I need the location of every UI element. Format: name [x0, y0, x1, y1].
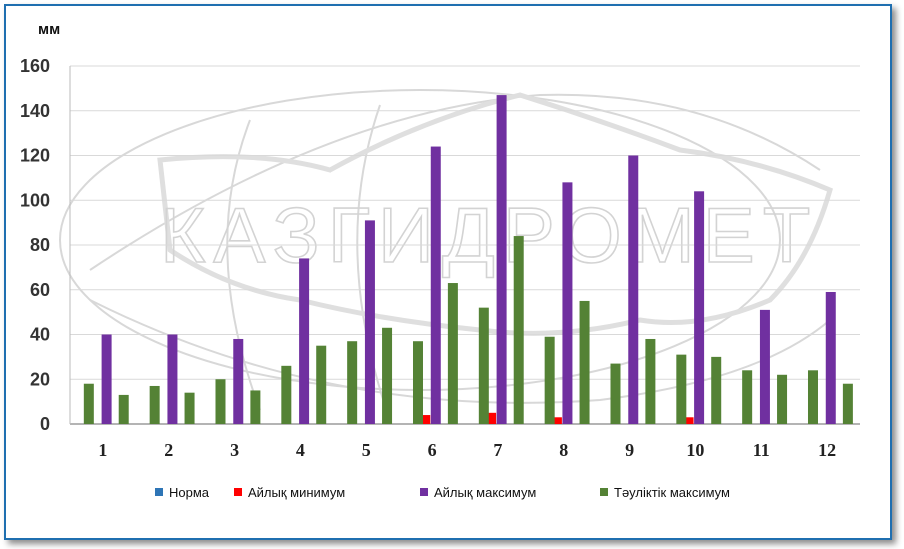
x-tick-label: 9	[625, 440, 634, 460]
x-tick-label: 4	[296, 440, 305, 460]
bar-Тәуліктік максимум-3	[215, 379, 225, 424]
bar-Айлық максимум-2	[167, 335, 177, 425]
bar-series-4-8	[580, 301, 590, 424]
bar-series-4-4	[316, 346, 326, 424]
grid-lines	[70, 66, 860, 424]
x-tick-label: 10	[686, 440, 704, 460]
bar-Тәуліктік максимум-12	[808, 370, 818, 424]
bar-series-4-3	[250, 390, 260, 424]
bar-Тәуліктік максимум-7	[479, 308, 489, 424]
bar-series-4-2	[185, 393, 195, 424]
bar-Тәуліктік максимум-11	[742, 370, 752, 424]
x-tick-label: 11	[753, 440, 770, 460]
bar-series-4-9	[645, 339, 655, 424]
bar-Тәуліктік максимум-9	[610, 364, 620, 424]
y-tick-label: 160	[20, 56, 50, 76]
bar-Тәуліктік максимум-1	[84, 384, 94, 424]
y-tick-label: 100	[20, 190, 50, 210]
bar-Тәуліктік максимум-8	[545, 337, 555, 424]
bar-series-4-10	[711, 357, 721, 424]
x-tick-label: 12	[818, 440, 836, 460]
legend-swatch	[600, 488, 608, 496]
legend-label: Норма	[169, 485, 210, 500]
x-tick-label: 3	[230, 440, 239, 460]
bar-Тәуліктік максимум-10	[676, 355, 686, 424]
x-axis-ticks: 1 2 3 4 5 6 7 8 9 10 11 12	[98, 440, 836, 460]
bar-Айлық максимум-9	[628, 156, 638, 425]
bar-Айлық максимум-8	[562, 182, 572, 424]
x-tick-label: 6	[428, 440, 437, 460]
bar-Айлық максимум-12	[826, 292, 836, 424]
watermark-text: КАЗГИДРОМЕТ	[160, 191, 818, 279]
bar-series-4-7	[514, 236, 524, 424]
x-tick-label: 1	[98, 440, 107, 460]
bar-Айлық максимум-4	[299, 258, 309, 424]
bar-series-4-5	[382, 328, 392, 424]
bar-Айлық максимум-1	[102, 335, 112, 425]
x-tick-label: 5	[362, 440, 371, 460]
y-tick-label: 80	[30, 235, 50, 255]
legend-label: Тәуліктік максимум	[614, 485, 730, 500]
bar-series-4-6	[448, 283, 458, 424]
bar-Айлық максимум-3	[233, 339, 243, 424]
x-tick-label: 7	[493, 440, 502, 460]
y-tick-label: 140	[20, 101, 50, 121]
legend: Норма Айлық минимум Айлық максимум Тәулікті…	[155, 485, 730, 500]
bar-Тәуліктік максимум-2	[150, 386, 160, 424]
bar-Айлық максимум-6	[431, 147, 441, 424]
y-tick-label: 20	[30, 369, 50, 389]
bar-Тәуліктік максимум-6	[413, 341, 423, 424]
bar-Айлық максимум-7	[497, 95, 507, 424]
y-tick-label: 40	[30, 325, 50, 345]
bar-series-4-12	[843, 384, 853, 424]
legend-swatch	[155, 488, 163, 496]
y-tick-label: 0	[40, 414, 50, 434]
bar-series-4-11	[777, 375, 787, 424]
legend-swatch	[420, 488, 428, 496]
unit-label: мм	[38, 21, 60, 38]
legend-swatch	[234, 488, 242, 496]
legend-label: Айлық минимум	[248, 485, 345, 500]
bar-series-4-1	[119, 395, 129, 424]
bar-Айлық максимум-11	[760, 310, 770, 424]
bar-Айлық максимум-5	[365, 220, 375, 424]
y-axis-ticks: 0 20 40 60 80 100 120 140 160	[20, 56, 50, 434]
bar-Тәуліктік максимум-5	[347, 341, 357, 424]
legend-label: Айлық максимум	[434, 485, 536, 500]
bar-Тәуліктік максимум-4	[281, 366, 291, 424]
y-tick-label: 120	[20, 146, 50, 166]
bar-Айлық максимум-10	[694, 191, 704, 424]
x-tick-label: 8	[559, 440, 568, 460]
y-tick-label: 60	[30, 280, 50, 300]
x-tick-label: 2	[164, 440, 173, 460]
